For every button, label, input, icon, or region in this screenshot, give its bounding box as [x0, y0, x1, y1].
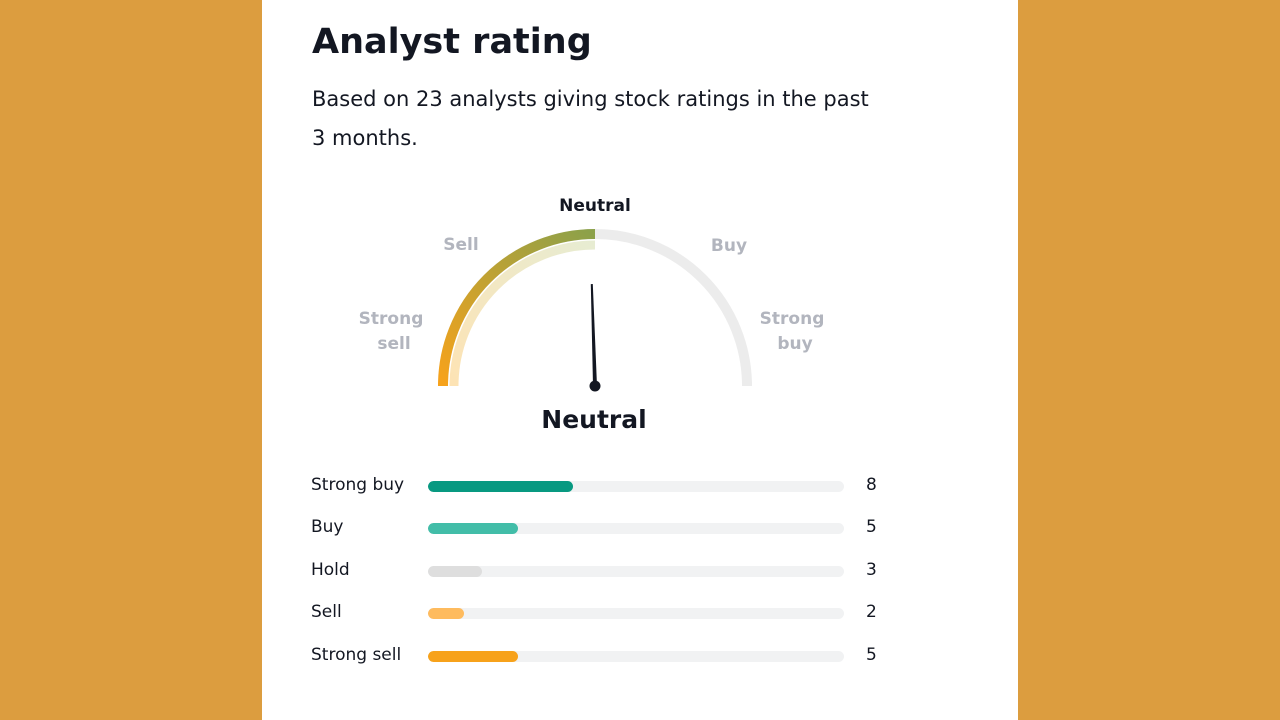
rating-bar-strong-sell — [428, 650, 519, 662]
rating-bar-track — [428, 608, 844, 620]
rating-result-label: Neutral — [541, 405, 647, 434]
gauge-active-arc — [438, 229, 596, 387]
rating-row-label: Sell — [311, 602, 342, 623]
rating-row-label: Strong sell — [311, 644, 402, 665]
rating-bar-track — [428, 650, 844, 662]
scale-label-buy: Buy — [711, 236, 747, 256]
rating-row-count: 2 — [866, 602, 877, 623]
rating-row-label: Strong buy — [311, 475, 405, 495]
rating-row-label: Hold — [311, 559, 350, 580]
rating-row-sell: Sell 2 — [311, 592, 911, 634]
scale-label-strong-buy: Strong buy — [760, 309, 831, 354]
rating-row-label: Buy — [311, 517, 344, 538]
rating-row-count: 8 — [866, 475, 877, 495]
rating-bar-track — [428, 565, 844, 577]
rating-bar-buy — [428, 523, 519, 535]
gauge-needle-pivot — [589, 380, 601, 392]
rating-row-count: 5 — [866, 644, 877, 665]
rating-row-count: 5 — [866, 517, 877, 538]
page-title: Analyst rating — [312, 22, 592, 62]
scale-label-strong-sell: Strong sell — [359, 309, 430, 354]
rating-bar-hold — [428, 565, 483, 577]
analyst-rating-card: Analyst rating Based on 23 analysts givi… — [262, 0, 1018, 720]
rating-row-strong-sell: Strong sell 5 — [311, 635, 911, 677]
rating-row-hold: Hold 3 — [311, 550, 911, 592]
rating-row-strong-buy: Strong buy 8 — [311, 465, 911, 507]
scale-label-neutral: Neutral — [559, 196, 631, 216]
gauge-needle — [590, 284, 597, 387]
gauge-inner-band — [449, 240, 596, 387]
rating-row-count: 3 — [866, 559, 877, 580]
scale-label-sell: Sell — [443, 235, 478, 255]
rating-bar-strong-buy — [428, 481, 573, 492]
rating-gauge: Neutral Sell Buy Strong sell Strong buy — [359, 196, 831, 392]
rating-bar-track — [428, 481, 844, 492]
rating-description: Based on 23 analysts giving stock rating… — [312, 87, 869, 150]
rating-bar-track — [428, 523, 844, 535]
rating-bar-sell — [428, 608, 465, 620]
rating-row-buy: Buy 5 — [311, 507, 911, 549]
ratings-breakdown: Strong buy 8 Buy 5 Hold 3 Sell 2 Strong sell 5 — [311, 465, 911, 677]
